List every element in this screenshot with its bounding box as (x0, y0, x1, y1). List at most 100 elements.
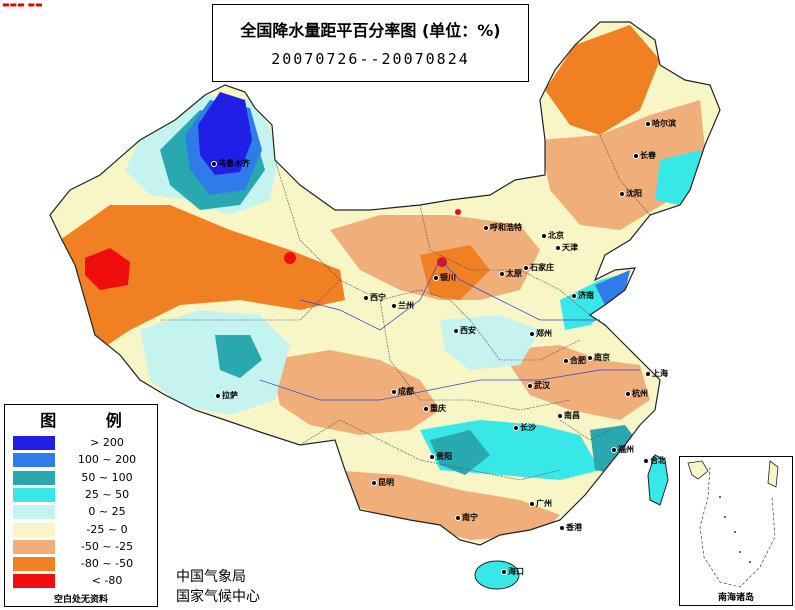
city-label: 天津 (562, 243, 578, 252)
inset-map (687, 460, 779, 588)
city-marker (391, 389, 397, 395)
province-borders (160, 134, 651, 481)
map-title: 全国降水量距平百分率图 (单位：%) (240, 21, 501, 40)
city-marker (557, 413, 563, 419)
zone-extreme-west (85, 248, 130, 290)
city-label: 上海 (652, 369, 668, 378)
city-marker (571, 293, 577, 299)
city-marker (643, 458, 649, 464)
legend-swatch (13, 487, 55, 502)
zone-wet-central (440, 315, 540, 370)
legend-swatch (13, 470, 55, 485)
city-marker (363, 295, 369, 301)
city-marker (499, 271, 505, 277)
corner-tag: ▬▬▬ ▬▬ (2, 0, 43, 9)
legend-label: -50 ~ -25 (80, 539, 134, 553)
city-marker (455, 515, 461, 521)
city-marker (541, 233, 547, 239)
city-label: 乌鲁木齐 (218, 159, 250, 168)
legend-label: < -80 (91, 574, 123, 588)
zone-dry-northeast (545, 25, 660, 135)
legend-swatch (13, 574, 55, 589)
legend-item: -25 ~ 0 (13, 522, 153, 538)
legend-item: 0 ~ 25 (13, 505, 153, 520)
city-label: 哈尔滨 (652, 119, 676, 128)
city-marker (563, 358, 569, 364)
zone-wet-guizhou-core (430, 430, 490, 475)
city-label: 南京 (594, 353, 610, 362)
hainan-island (474, 560, 520, 590)
city-marker (429, 454, 435, 460)
legend-title: 图 例 (40, 411, 144, 430)
city-label: 香港 (566, 523, 582, 532)
zone-dry-east (500, 345, 650, 420)
zone-extreme-inner-mongolia (455, 209, 461, 215)
legend-item: < -80 (13, 574, 153, 589)
agency-ncc: 国家气候中心 (176, 589, 260, 605)
city-label: 西宁 (370, 293, 386, 302)
city-marker (555, 245, 561, 251)
zone-wet-tibet-inner (215, 335, 262, 378)
city-label: 贵阳 (436, 452, 452, 461)
zone-extreme-gansu (284, 252, 296, 264)
taiwan-island (647, 454, 669, 506)
legend-label: 100 ~ 200 (77, 453, 137, 467)
city-label: 武汉 (534, 381, 550, 390)
city-label: 昆明 (378, 478, 394, 487)
city-marker (559, 525, 565, 531)
legend-label: -25 ~ 0 (86, 522, 128, 536)
city-label: 北京 (548, 231, 564, 240)
zone-dry-south (330, 470, 560, 540)
city-marker (619, 191, 625, 197)
city-label: 长沙 (520, 423, 536, 432)
city-marker (423, 406, 429, 412)
city-label: 兰州 (398, 301, 414, 310)
city-label: 银川 (440, 273, 456, 282)
city-marker (211, 161, 217, 167)
city-marker (453, 328, 459, 334)
legend-item: -80 ~ -50 (13, 557, 153, 572)
legend-item: > 200 (13, 436, 153, 451)
legend-swatch (13, 522, 55, 537)
legend-swatch (13, 539, 55, 554)
inset-label: 南海诸岛 (717, 593, 754, 603)
city-label: 沈阳 (626, 189, 642, 198)
legend-swatch (13, 453, 55, 468)
legend-swatch (13, 436, 55, 450)
city-label: 南昌 (564, 411, 580, 420)
city-marker (513, 425, 519, 431)
city-marker (433, 275, 439, 281)
city-label: 合肥 (570, 356, 586, 365)
city-marker (523, 265, 529, 271)
city-label: 南宁 (462, 513, 478, 522)
title-box: 全国降水量距平百分率图 (单位：%) 20070726--20070824 (212, 4, 529, 82)
city-label: 台北 (650, 456, 666, 465)
city-marker (483, 225, 489, 231)
city-marker (625, 391, 631, 397)
legend: 图 例 > 200 100 ~ 200 50 ~ 100 25 ~ 50 0 ~ 25 -… (4, 404, 158, 607)
rivers (259, 259, 640, 401)
legend-label: -80 ~ -50 (80, 557, 134, 571)
city-marker (527, 383, 533, 389)
city-label: 长春 (640, 151, 656, 160)
city-label: 广州 (536, 499, 552, 508)
city-label: 重庆 (430, 404, 446, 413)
legend-swatch (13, 505, 55, 520)
zone-wet-shandong-core (595, 270, 630, 305)
city-label: 郑州 (536, 329, 552, 338)
national-border (49, 21, 721, 546)
legend-footer: 空白处无资料 (53, 595, 108, 605)
city-marker (587, 355, 593, 361)
city-marker (645, 121, 651, 127)
city-marker (529, 501, 535, 507)
city-label: 杭州 (632, 389, 648, 398)
legend-item: 25 ~ 50 (13, 487, 153, 503)
agency-cma: 中国气象局 (176, 569, 246, 585)
zone-wet-xinjiang-max (198, 92, 252, 175)
city-marker (215, 393, 221, 399)
city-marker (371, 480, 377, 486)
legend-label: 50 ~ 100 (81, 470, 133, 484)
city-marker (645, 371, 651, 377)
date-range: 20070726--20070824 (271, 50, 470, 68)
